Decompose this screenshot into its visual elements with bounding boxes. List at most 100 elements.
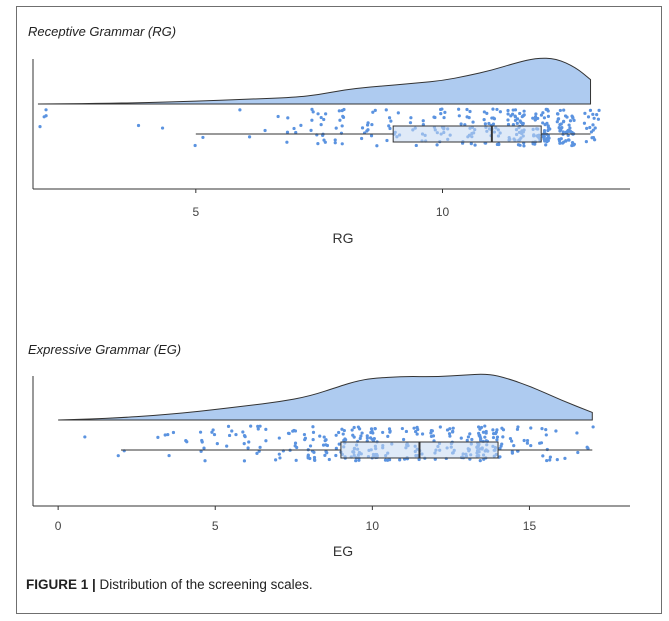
eg-data-point	[312, 455, 317, 460]
eg-data-point	[334, 453, 338, 458]
rg-data-point	[546, 114, 551, 118]
rg-data-point	[487, 121, 491, 126]
eg-data-point	[344, 438, 348, 442]
eg-x-axis-label: EG	[332, 543, 354, 559]
rg-data-point	[545, 140, 549, 144]
eg-data-point	[448, 427, 452, 431]
rg-data-point	[520, 115, 524, 119]
rg-data-point	[388, 126, 392, 131]
eg-data-point	[323, 453, 327, 457]
eg-data-point	[465, 438, 469, 442]
eg-data-point	[554, 429, 558, 433]
eg-data-point	[341, 432, 345, 436]
eg-data-point	[381, 430, 385, 435]
rg-data-point	[568, 119, 573, 123]
eg-data-point	[83, 435, 87, 439]
rg-data-point	[541, 121, 545, 125]
eg-data-point	[459, 436, 463, 440]
rg-data-point	[136, 123, 141, 128]
eg-data-point	[544, 427, 548, 432]
caption-label: FIGURE 1 |	[26, 577, 96, 592]
eg-data-point	[258, 424, 262, 428]
eg-data-point	[429, 431, 433, 435]
rg-data-point	[370, 122, 374, 127]
eg-data-point	[337, 430, 341, 435]
eg-data-point	[398, 458, 402, 462]
eg-data-point	[586, 446, 590, 451]
eg-data-point	[479, 436, 483, 441]
eg-data-point	[293, 429, 298, 433]
rg-data-point	[333, 141, 337, 145]
rg-data-point	[585, 126, 589, 130]
eg-data-point	[325, 451, 329, 455]
rg-data-point	[340, 109, 344, 113]
eg-data-point	[210, 430, 214, 434]
eg-data-point	[525, 441, 529, 445]
rg-data-point	[584, 140, 588, 144]
rg-data-point	[465, 107, 469, 112]
rg-data-point	[497, 142, 501, 147]
eg-data-point	[278, 456, 282, 460]
rg-x-axis-label: RG	[332, 230, 354, 246]
rg-data-point	[421, 123, 425, 127]
eg-data-point	[352, 425, 356, 430]
eg-data-point	[198, 430, 203, 434]
rg-data-point	[371, 110, 375, 114]
eg-data-point	[274, 458, 278, 462]
eg-data-point	[350, 428, 354, 432]
eg-density-curve	[58, 373, 593, 421]
rg-data-point	[238, 108, 242, 112]
eg-data-point	[538, 441, 542, 445]
rg-data-point	[319, 115, 323, 120]
eg-data-point	[501, 428, 506, 432]
rg-data-point	[571, 143, 576, 147]
rg-data-point	[285, 140, 289, 144]
rg-data-point	[324, 112, 328, 116]
rg-data-point	[482, 110, 486, 114]
eg-data-point	[249, 424, 253, 428]
rg-data-point	[555, 120, 559, 124]
rg-data-point	[468, 109, 472, 114]
rg-data-point	[365, 129, 369, 133]
rg-data-point	[513, 108, 518, 112]
eg-data-point	[388, 430, 392, 434]
eg-data-point	[545, 458, 549, 463]
rg-data-point	[360, 126, 365, 130]
eg-data-point	[287, 431, 291, 436]
rg-data-point	[414, 143, 418, 148]
eg-data-point	[171, 430, 176, 435]
rg-data-point	[294, 130, 298, 135]
rg-data-point	[276, 114, 280, 119]
eg-data-point	[360, 431, 364, 435]
rg-data-point	[373, 108, 377, 112]
rg-data-point	[555, 112, 560, 116]
rg-data-point	[591, 123, 595, 127]
rg-data-point	[389, 119, 393, 123]
rg-data-point	[596, 117, 601, 121]
rg-data-point	[473, 143, 477, 147]
eg-data-point	[510, 439, 514, 443]
eg-data-point	[404, 429, 409, 434]
eg-data-point	[498, 455, 502, 459]
eg-data-point	[258, 445, 262, 449]
eg-data-point	[416, 427, 420, 432]
rg-data-point	[518, 143, 522, 147]
rg-data-point	[333, 138, 337, 142]
eg-data-point	[306, 456, 310, 460]
rg-data-point	[571, 115, 575, 119]
eg-data-point	[318, 434, 322, 438]
eg-data-point	[293, 441, 298, 445]
eg-data-point	[243, 435, 247, 439]
rg-data-point	[506, 118, 510, 122]
eg-data-point	[256, 427, 260, 431]
rg-box	[392, 125, 542, 143]
eg-data-point	[200, 440, 204, 444]
rg-data-point	[292, 126, 296, 131]
eg-data-point	[417, 457, 421, 462]
rg-data-point	[337, 109, 341, 113]
eg-data-point	[495, 435, 500, 439]
rg-data-point	[201, 135, 205, 140]
rg-data-point	[396, 111, 400, 115]
rg-data-point	[565, 115, 569, 119]
